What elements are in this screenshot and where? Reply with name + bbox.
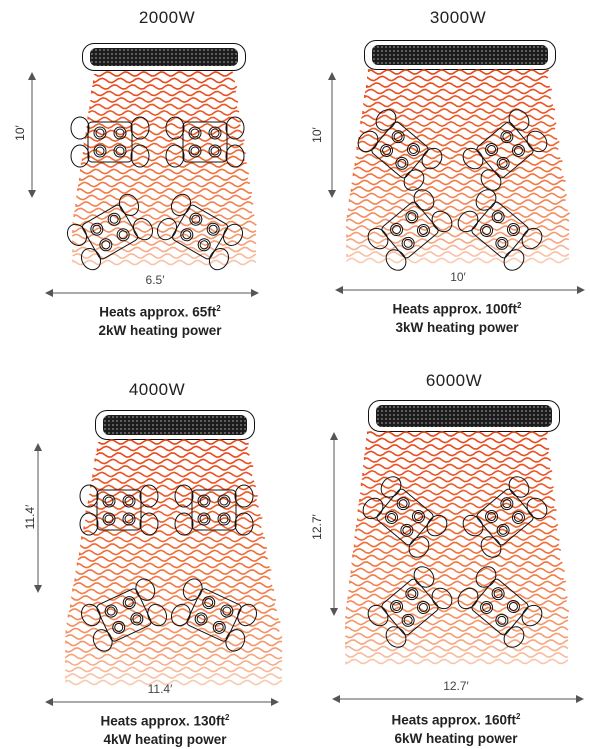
heat-zone-diagram: [65, 439, 283, 686]
coverage-area: Heats approx. 65ft2: [99, 304, 221, 320]
heat-zone-diagram: [346, 69, 571, 271]
heat-zone-diagram: [345, 431, 570, 665]
width-dimension-arrow: [45, 289, 259, 297]
heating-power: 2kW heating power: [98, 322, 222, 338]
coverage-caption: Heats approx. 130ft2 4kW heating power: [101, 709, 230, 749]
seating-outline-icons: [362, 476, 548, 648]
panel-title: 3000W: [429, 8, 487, 27]
coverage-area: Heats approx. 160ft2: [391, 712, 521, 728]
heat-wave-lines: [72, 71, 257, 266]
heating-power: 3kW heating power: [395, 319, 519, 335]
heating-power: 4kW heating power: [103, 731, 227, 747]
width-label: 10′: [450, 270, 466, 284]
height-dimension-arrow: [330, 432, 338, 616]
height-dimension-arrow: [328, 72, 336, 198]
coverage-caption: Heats approx. 100ft2 3kW heating power: [393, 297, 522, 337]
width-dimension-arrow: [332, 695, 584, 703]
heat-zone-diagram: [66, 71, 257, 271]
heater-unit-icon: [95, 410, 255, 440]
panel-title: 6000W: [425, 371, 483, 390]
width-label: 12.7′: [443, 679, 469, 693]
coverage-area: Heats approx. 100ft2: [392, 301, 522, 317]
height-label: 10′: [13, 125, 27, 141]
height-label: 12.7′: [310, 514, 324, 540]
width-dimension-arrow: [335, 286, 585, 294]
width-label: 11.4′: [147, 682, 173, 696]
heat-wave-lines: [65, 439, 283, 686]
heater-unit-icon: [368, 400, 560, 432]
height-label: 11.4′: [23, 504, 37, 530]
height-dimension-arrow: [28, 72, 36, 198]
height-label: 10′: [310, 127, 324, 143]
width-dimension-arrow: [45, 698, 279, 706]
coverage-caption: Heats approx. 160ft2 6kW heating power: [392, 708, 521, 748]
coverage-area: Heats approx. 130ft2: [100, 713, 230, 729]
seating-outline-icons: [79, 484, 257, 652]
coverage-caption: Heats approx. 65ft2 2kW heating power: [98, 300, 221, 340]
width-label: 6.5′: [145, 273, 165, 287]
heater-unit-icon: [364, 40, 556, 70]
heating-power: 6kW heating power: [394, 730, 518, 746]
heater-unit-icon: [82, 43, 246, 71]
heat-wave-lines: [346, 69, 571, 264]
panel-title: 2000W: [138, 8, 196, 27]
seating-outline-icons: [357, 109, 548, 271]
heat-wave-lines: [345, 431, 570, 665]
seating-outline-icons: [66, 116, 245, 271]
height-dimension-arrow: [34, 443, 42, 593]
panel-title: 4000W: [128, 380, 186, 399]
